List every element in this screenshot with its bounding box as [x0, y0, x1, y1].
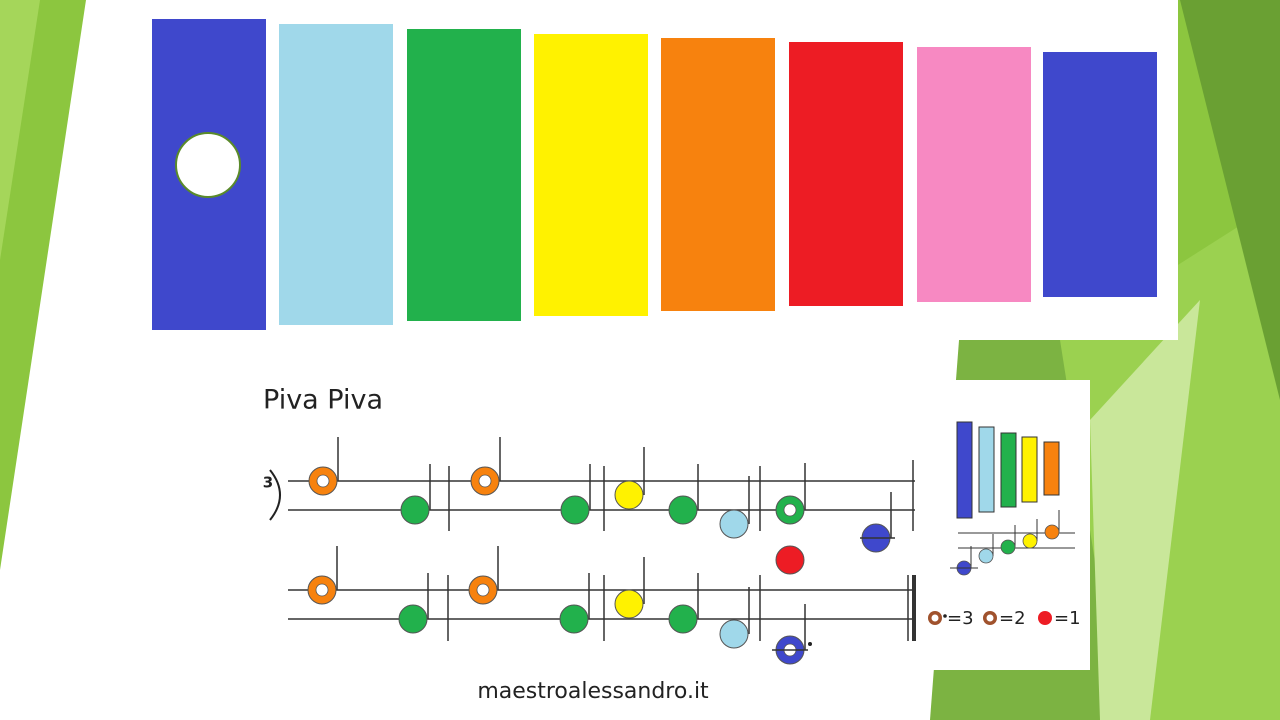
note — [719, 619, 749, 649]
footer-panel — [420, 670, 840, 720]
mini-bar — [978, 426, 995, 513]
note-hole — [315, 583, 329, 597]
xylophone-bar — [789, 42, 903, 306]
xylophone-bar — [407, 29, 521, 321]
note — [719, 509, 749, 539]
note-hole — [478, 474, 492, 488]
note-hole — [476, 583, 490, 597]
legend-label: =3 — [947, 608, 974, 629]
left-decoration — [0, 0, 86, 570]
footer-site: maestroalessandro.it — [477, 679, 709, 704]
song-title: Piva Piva — [263, 385, 383, 416]
mini-bar — [1021, 436, 1038, 503]
note — [614, 589, 644, 619]
xylophone-bar — [279, 24, 393, 325]
active-key-marker — [175, 132, 241, 198]
note — [775, 545, 805, 575]
note — [668, 495, 698, 525]
legend-hole — [931, 614, 939, 622]
xylophone-bar — [917, 47, 1031, 302]
left-decoration — [0, 0, 40, 260]
mini-note — [1044, 524, 1060, 540]
note — [559, 604, 589, 634]
time-signature: 3 — [263, 474, 273, 492]
xylophone-bar — [1043, 52, 1157, 297]
note-hole — [783, 503, 797, 517]
note — [560, 495, 590, 525]
xylophone-bar — [534, 34, 648, 316]
mini-note — [1022, 533, 1038, 549]
score: =3 =2 =1 — [288, 421, 1081, 665]
legend-note — [1038, 611, 1052, 625]
xylophone-bar — [661, 38, 775, 311]
mini-bar — [1043, 441, 1060, 496]
legend-label: =1 — [1054, 608, 1081, 629]
legend-label: =2 — [999, 608, 1026, 629]
mini-bar — [1000, 432, 1017, 508]
note — [398, 604, 428, 634]
note-hole — [316, 474, 330, 488]
right-decoration — [1090, 300, 1200, 720]
legend-hole — [986, 614, 994, 622]
note — [614, 480, 644, 510]
mini-note — [1000, 539, 1016, 555]
mini-bar — [956, 421, 973, 519]
score-panel — [240, 380, 1090, 670]
note — [400, 495, 430, 525]
clef — [269, 469, 281, 521]
right-decoration — [1180, 0, 1280, 400]
dot — [808, 642, 812, 646]
mini-note — [978, 548, 994, 564]
legend-dot — [943, 614, 947, 618]
note — [668, 604, 698, 634]
xylophone — [152, 19, 1157, 330]
